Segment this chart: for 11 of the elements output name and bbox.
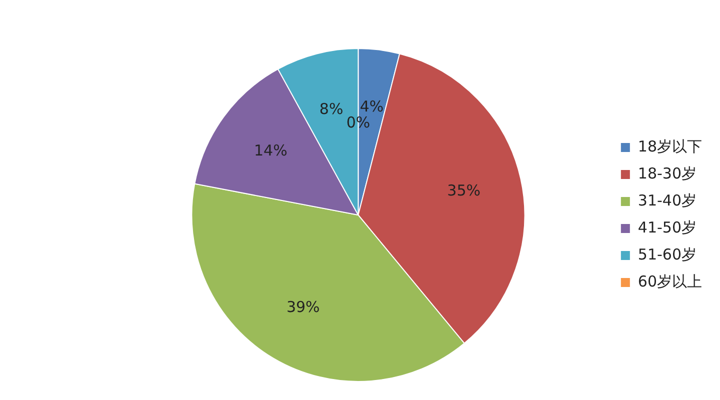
data-label: 8% [319,100,344,118]
data-label: 39% [286,298,320,316]
legend-label: 51-60岁 [638,245,697,264]
data-label: 14% [254,141,288,160]
legend-label: 18-30岁 [638,164,697,182]
legend-label: 31-40岁 [638,191,697,210]
legend-label: 18岁以下 [638,137,702,156]
data-label: 4% [360,98,384,116]
data-label: 35% [447,181,480,200]
legend-label: 60岁以上 [638,272,702,290]
legend-label: 41-50岁 [638,218,697,236]
